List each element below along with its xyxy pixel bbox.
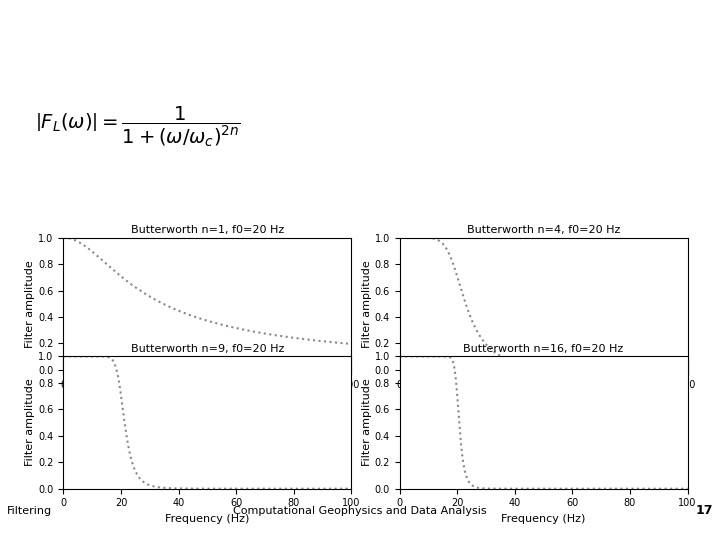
X-axis label: Frequency (Hz): Frequency (Hz) xyxy=(501,395,586,405)
X-axis label: Frequency (Hz): Frequency (Hz) xyxy=(501,514,586,524)
X-axis label: Frequency (Hz): Frequency (Hz) xyxy=(165,395,250,405)
Y-axis label: Filter amplitude: Filter amplitude xyxy=(361,379,372,467)
Title: Butterworth n=16, f0=20 Hz: Butterworth n=16, f0=20 Hz xyxy=(464,344,624,354)
Title: Butterworth n=4, f0=20 Hz: Butterworth n=4, f0=20 Hz xyxy=(467,225,621,235)
X-axis label: Frequency (Hz): Frequency (Hz) xyxy=(165,514,250,524)
Y-axis label: Filter amplitude: Filter amplitude xyxy=(25,379,35,467)
Title: Butterworth n=1, f0=20 Hz: Butterworth n=1, f0=20 Hz xyxy=(131,225,284,235)
Text: Computational Geophysics and Data Analysis: Computational Geophysics and Data Analys… xyxy=(233,506,487,516)
Text: 17: 17 xyxy=(696,504,713,517)
Y-axis label: Filter amplitude: Filter amplitude xyxy=(361,260,372,348)
Text: The Butterworth Filter (Low-pass, 0-phase): The Butterworth Filter (Low-pass, 0-phas… xyxy=(93,21,627,44)
Y-axis label: Filter amplitude: Filter amplitude xyxy=(25,260,35,348)
Text: Filtering: Filtering xyxy=(7,506,53,516)
Text: $\left|F_L(\omega)\right| = \dfrac{1}{1+(\omega/\omega_c)^{2n}}$: $\left|F_L(\omega)\right| = \dfrac{1}{1+… xyxy=(35,104,240,148)
Title: Butterworth n=9, f0=20 Hz: Butterworth n=9, f0=20 Hz xyxy=(130,344,284,354)
